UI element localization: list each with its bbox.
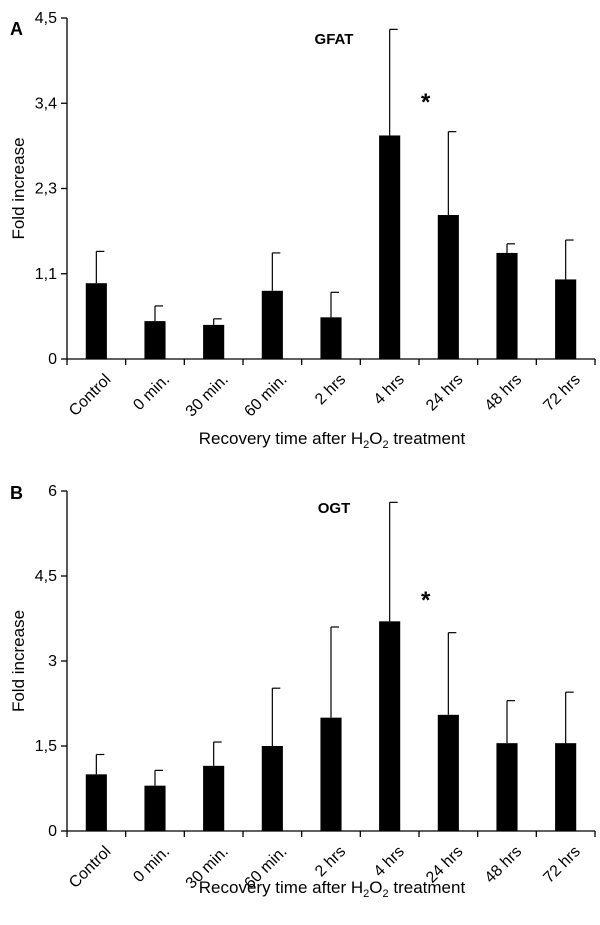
bar — [261, 290, 283, 359]
x-axis-title: Recovery time after H2O2 treatment — [199, 429, 466, 451]
x-axis-title-part: Recovery time after H — [199, 429, 363, 448]
bar — [496, 743, 518, 831]
x-axis-title-part: Recovery time after H — [199, 878, 363, 897]
y-tick-label: 3,4 — [35, 95, 57, 112]
y-tick-label: 0 — [48, 823, 57, 840]
significance-marker: * — [421, 587, 431, 614]
bar — [437, 714, 459, 831]
x-tick-label: 0 min. — [130, 843, 173, 886]
x-axis-title-subscript: 2 — [383, 439, 389, 451]
x-tick-label: 72 hrs — [540, 371, 583, 414]
y-tick-label: 1,5 — [35, 738, 57, 755]
panel-letter: A — [10, 19, 23, 39]
x-axis-title-part: treatment — [389, 878, 466, 897]
bar — [144, 321, 166, 359]
bar — [144, 785, 166, 831]
significance-marker: * — [421, 89, 431, 116]
x-tick-label: 2 hrs — [312, 843, 349, 880]
x-axis-title-subscript: 2 — [363, 888, 369, 900]
bar — [379, 135, 401, 359]
x-tick-label: 4 hrs — [371, 843, 408, 880]
y-tick-label: 4,5 — [35, 10, 57, 27]
x-tick-label: 4 hrs — [371, 371, 408, 408]
bar — [320, 717, 342, 831]
y-tick-label: 1,1 — [35, 266, 57, 283]
x-tick-label: 72 hrs — [540, 843, 583, 886]
y-tick-label: 0 — [48, 351, 57, 368]
bar — [320, 317, 342, 359]
panel-letter: B — [10, 483, 23, 503]
bar — [555, 743, 577, 831]
panel-a: 0 1,1 2,3 3,4 4,5 Control 0 min. 30 min. 60 min.… — [9, 10, 596, 451]
x-tick-label: Control — [66, 843, 114, 891]
y-axis-title: Fold increase — [9, 137, 28, 239]
bar — [203, 324, 225, 359]
bar — [437, 215, 459, 359]
chart-title: GFAT — [315, 31, 354, 48]
chart-title: OGT — [318, 500, 351, 517]
x-tick-label: 24 hrs — [423, 371, 466, 414]
x-axis-title-subscript: 2 — [383, 888, 389, 900]
bar — [555, 279, 577, 359]
bar — [85, 283, 107, 359]
x-tick-label: 30 min. — [183, 371, 232, 420]
x-axis-title-part: O — [369, 429, 382, 448]
x-tick-label: 48 hrs — [482, 371, 525, 414]
y-axis-title: Fold increase — [9, 610, 28, 712]
x-axis-title: Recovery time after H2O2 treatment — [199, 878, 466, 900]
y-tick-label: 3 — [48, 653, 57, 670]
bar — [261, 746, 283, 831]
x-tick-label: 48 hrs — [482, 843, 525, 886]
y-tick-label: 2,3 — [35, 181, 57, 198]
bar — [203, 765, 225, 831]
x-axis-title-subscript: 2 — [363, 439, 369, 451]
x-tick-label: 2 hrs — [312, 371, 349, 408]
y-tick-label: 6 — [48, 483, 57, 500]
x-axis-title-part: O — [369, 878, 382, 897]
x-tick-label: 0 min. — [130, 371, 173, 414]
x-tick-label: Control — [66, 371, 114, 419]
x-axis-title-part: treatment — [389, 429, 466, 448]
y-tick-label: 4,5 — [35, 568, 57, 585]
bar — [496, 252, 518, 359]
x-tick-label: 60 min. — [241, 371, 290, 420]
bar — [85, 774, 107, 831]
bar — [379, 621, 401, 831]
